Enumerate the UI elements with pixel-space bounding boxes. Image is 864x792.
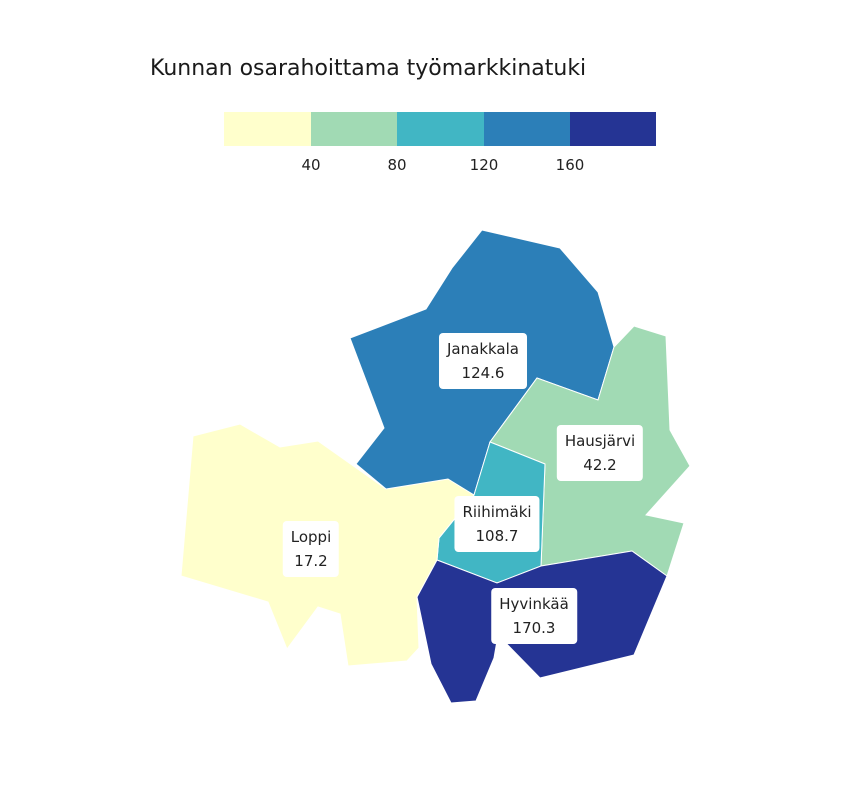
region-value: 42.2 [583,456,617,474]
region-value: 108.7 [475,527,519,545]
map-title: Kunnan osarahoittama työmarkkinatuki [150,56,587,81]
legend-tick: 40 [301,156,320,174]
label-hyvinkaa: Hyvinkää 170.3 [491,588,577,644]
region-name: Janakkala [447,340,519,358]
region-name: Riihimäki [462,503,532,521]
region-value: 17.2 [294,552,328,570]
label-loppi: Loppi 17.2 [282,521,340,577]
legend-swatch-2 [397,112,484,146]
legend-swatch-4 [570,112,656,146]
label-janakkala: Janakkala 124.6 [439,333,527,389]
region-value: 170.3 [512,619,556,637]
region-name: Hyvinkää [499,595,569,613]
label-riihimaki: Riihimäki 108.7 [454,496,540,552]
region-value: 124.6 [461,364,505,382]
legend-swatch-1 [311,112,397,146]
legend-tick: 160 [556,156,585,174]
legend-tick: 80 [387,156,406,174]
legend-tick: 120 [470,156,499,174]
region-name: Hausjärvi [564,432,636,450]
region-name: Loppi [290,528,332,546]
color-legend: 40 80 120 160 [224,112,656,174]
legend-swatch-0 [224,112,311,146]
legend-swatch-3 [484,112,570,146]
label-hausjarvi: Hausjärvi 42.2 [556,425,644,481]
